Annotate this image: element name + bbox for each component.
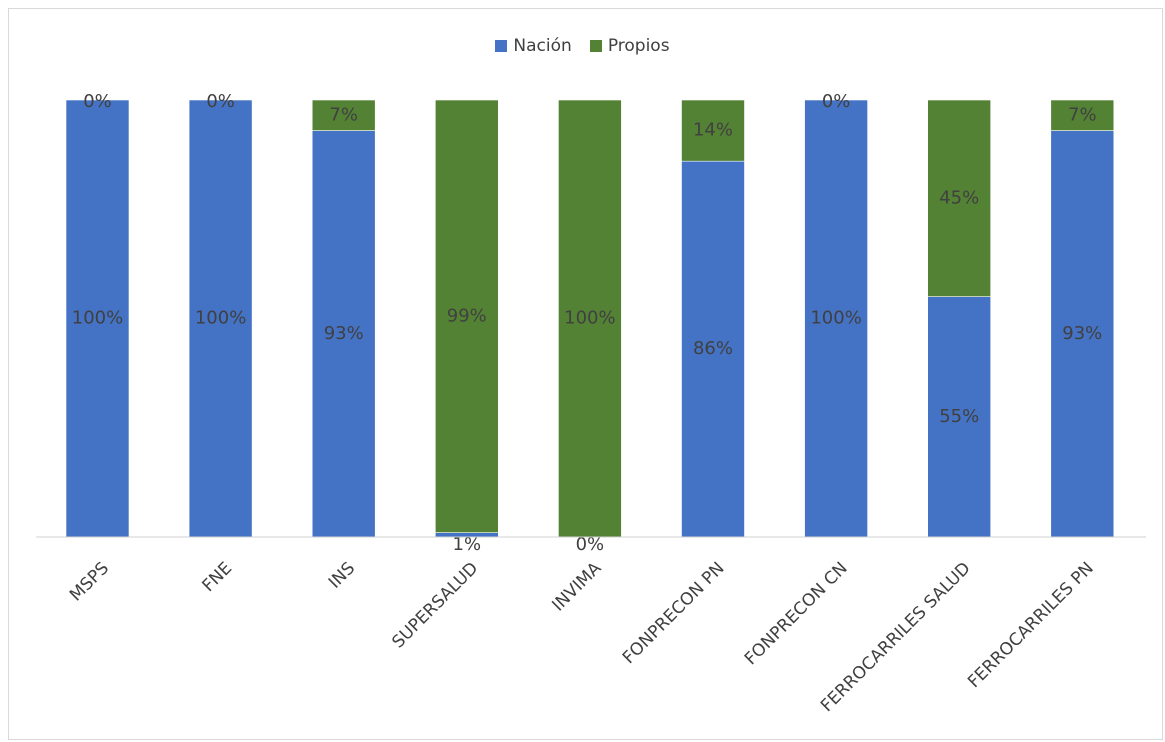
data-label-nacion-ferrocarriles-salud: 55% (939, 406, 979, 427)
bar-propios-supersalud (434, 99, 499, 533)
x-tick-label-ferrocarriles-pn: FERROCARRILES PN (964, 558, 1098, 692)
legend-item-nacion: Nación (495, 36, 572, 56)
data-label-propios-fonprecon-pn: 14% (693, 120, 733, 141)
data-label-nacion-ferrocarriles-pn: 93% (1062, 323, 1102, 344)
data-label-propios-msps: 0% (83, 91, 112, 112)
x-tick-label-fonprecon-cn: FONPRECON CN (741, 558, 852, 669)
chart-legend: Nación Propios (0, 36, 1165, 56)
data-label-nacion-msps: 100% (72, 308, 123, 329)
bar-nacion-msps (65, 99, 130, 538)
legend-swatch-propios (589, 40, 602, 52)
data-label-propios-ferrocarriles-salud: 45% (939, 187, 979, 208)
legend-label-propios: Propios (607, 36, 670, 56)
bar-propios-ins (311, 99, 376, 131)
legend-item-propios: Propios (589, 36, 670, 56)
data-label-propios-ferrocarriles-pn: 7% (1068, 104, 1097, 125)
data-label-propios-invima: 100% (564, 308, 615, 329)
data-label-nacion-fonprecon-cn: 100% (810, 308, 861, 329)
bar-propios-fonprecon-pn (681, 99, 745, 162)
data-label-propios-supersalud: 99% (447, 305, 487, 326)
bar-propios-invima (558, 99, 622, 538)
x-tick-label-ins: INS (325, 558, 359, 592)
x-tick-label-supersalud: SUPERSALUD (388, 558, 482, 652)
data-label-propios-fonprecon-cn: 0% (822, 91, 851, 112)
legend-swatch-nacion (495, 40, 508, 52)
bar-propios-ferrocarriles-pn (1050, 99, 1115, 131)
data-label-nacion-invima: 0% (576, 534, 605, 555)
bar-nacion-fne (188, 99, 253, 538)
bar-nacion-ins (311, 130, 376, 538)
x-tick-label-fonprecon-pn: FONPRECON PN (619, 558, 729, 668)
data-label-propios-fne: 0% (206, 91, 235, 112)
bar-nacion-ferrocarriles-salud (927, 296, 992, 538)
data-label-nacion-supersalud: 1% (453, 534, 482, 555)
x-tick-label-msps: MSPS (66, 558, 113, 605)
legend-label-nacion: Nación (513, 36, 572, 56)
data-label-nacion-fne: 100% (195, 308, 246, 329)
bar-propios-ferrocarriles-salud (927, 99, 992, 297)
bar-nacion-ferrocarriles-pn (1050, 130, 1115, 538)
data-label-propios-ins: 7% (329, 104, 358, 125)
data-label-nacion-ins: 93% (324, 323, 364, 344)
data-label-nacion-fonprecon-pn: 86% (693, 338, 733, 359)
bar-nacion-fonprecon-cn (804, 99, 868, 538)
bar-nacion-fonprecon-pn (681, 160, 745, 538)
x-tick-label-invima: INVIMA (548, 558, 605, 615)
x-tick-label-fne: FNE (198, 558, 236, 596)
